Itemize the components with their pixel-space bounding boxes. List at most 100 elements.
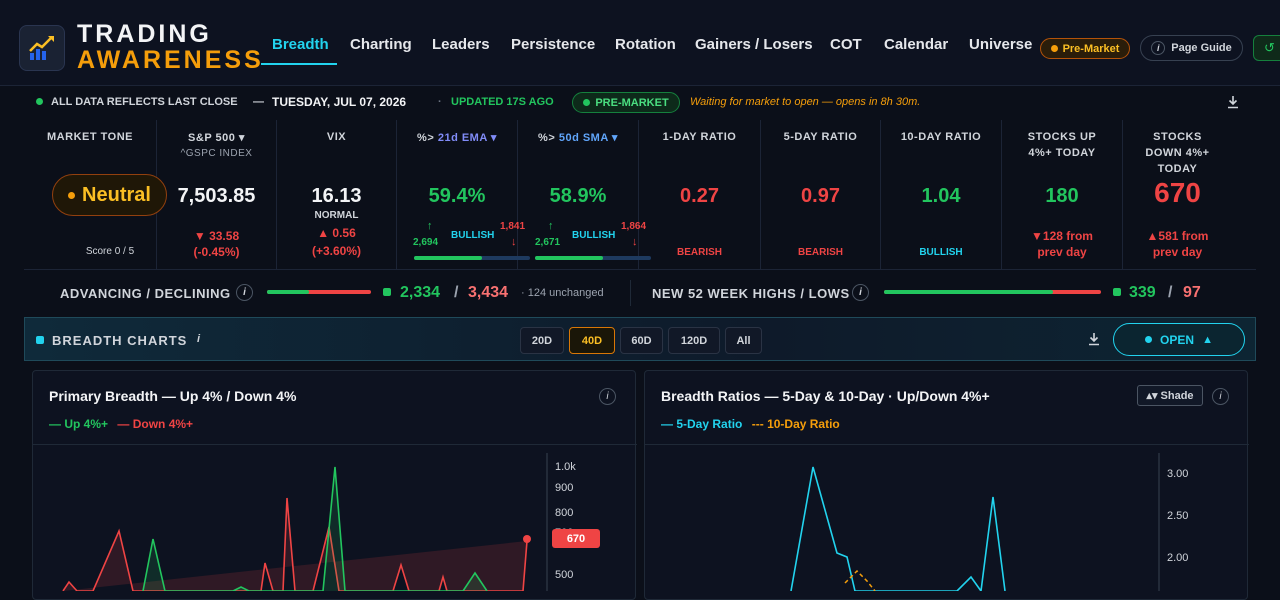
premarket-label: Pre-Market	[1062, 42, 1120, 55]
status-prefix: ALL DATA REFLECTS LAST CLOSE	[51, 96, 238, 108]
nav-universe[interactable]: Universe	[969, 36, 1033, 53]
vix-state: NORMAL	[314, 210, 359, 221]
up4-change: ▼128 from	[1031, 229, 1093, 243]
sma-selector[interactable]: 50d SMA ▾	[558, 132, 618, 144]
breadth-ratios-panel: Breadth Ratios — 5-Day & 10-Day · Up/Dow…	[644, 370, 1249, 600]
status-updated: UPDATED 17S AGO	[451, 96, 554, 108]
adv-square-icon	[383, 288, 391, 296]
open-charts-button[interactable]: OPEN ▲	[1113, 323, 1245, 356]
r1-value: 0.27	[680, 185, 719, 207]
ema-down-count: 1,841	[500, 221, 526, 232]
pill-dot-icon	[583, 99, 591, 106]
ratio-1d-card: 1-DAY RATIO 0.27 BEARISH	[639, 120, 761, 270]
nav-calendar[interactable]: Calendar	[884, 36, 949, 53]
r5-value: 0.97	[801, 185, 840, 207]
sma-header: %> 50d SMA ▾	[538, 132, 618, 144]
lows-value: 97	[1183, 284, 1201, 301]
hl-square-icon	[1113, 288, 1121, 296]
status-bar: ALL DATA REFLECTS LAST CLOSE — TUESDAY, …	[24, 88, 1256, 118]
vix-header: VIX	[326, 131, 347, 143]
nav-leaders[interactable]: Leaders	[432, 36, 490, 53]
ratio-10d-card: 10-DAY RATIO 1.04 BULLISH	[881, 120, 1002, 270]
range-60d[interactable]: 60D	[620, 327, 663, 354]
range-40d[interactable]: 40D	[569, 327, 615, 354]
range-120d[interactable]: 120D	[668, 327, 720, 354]
charts-info-icon[interactable]: i	[197, 333, 201, 345]
premarket-pill: PRE-MARKET	[572, 92, 680, 113]
up4-header1: STOCKS UP	[1027, 131, 1097, 143]
down4-change2: prev day	[1152, 245, 1203, 259]
c2-ytick-1: 2.50	[1167, 510, 1189, 522]
tone-dot-icon	[68, 191, 76, 199]
status-date: TUESDAY, JUL 07, 2026	[272, 95, 407, 109]
nav-breadth[interactable]: Breadth	[272, 36, 329, 53]
nav-cot[interactable]: COT	[830, 36, 862, 53]
logo-icon[interactable]	[19, 25, 65, 71]
premarket-badge: Pre-Market	[1040, 38, 1130, 59]
primary-breadth-panel: Primary Breadth — Up 4% / Down 4% i — Up…	[32, 370, 637, 600]
hl-info-icon[interactable]: i	[852, 284, 869, 301]
tone-value: Neutral	[82, 183, 151, 206]
status-sep: ·	[438, 96, 442, 108]
c2-ytick-0: 3.00	[1167, 468, 1189, 480]
sma-up-count: 2,671	[535, 237, 561, 248]
adv-slash: /	[454, 284, 459, 301]
nav-persistence[interactable]: Persistence	[511, 36, 596, 53]
c2-ytick-2: 2.00	[1167, 552, 1189, 564]
ema-selector[interactable]: 21d EMA ▾	[437, 132, 497, 144]
range-20d[interactable]: 20D	[520, 327, 564, 354]
sma-label: BULLISH	[572, 230, 616, 241]
sma-value: 58.9%	[549, 185, 607, 207]
dec-value: 3,434	[468, 284, 509, 301]
nav-active-underline	[261, 63, 337, 65]
stocks-down-card: STOCKS DOWN 4%+ TODAY 670 ▲581 from prev…	[1123, 120, 1256, 270]
shade-toggle-button[interactable]: ▴▾ Shade	[1137, 385, 1203, 406]
status-dash: —	[253, 96, 264, 108]
ema-bar-fill	[414, 256, 483, 260]
download-icon[interactable]	[1226, 95, 1240, 109]
r10-value: 1.04	[921, 185, 961, 207]
top-bar: TRADING AWARENESS Breadth Charting Leade…	[0, 0, 1280, 86]
nav-charting[interactable]: Charting	[350, 36, 412, 53]
ema-label: BULLISH	[451, 230, 495, 241]
r5-header: 5-DAY RATIO	[783, 131, 858, 143]
chart2-legend: — 5-Day Ratio --- 10-Day Ratio	[661, 417, 840, 431]
adv-info-icon[interactable]: i	[236, 284, 253, 301]
chart1-divider	[33, 444, 637, 445]
r10-tag: BULLISH	[919, 247, 963, 258]
down4-header1: STOCKS	[1153, 131, 1202, 143]
spx-header[interactable]: S&P 500 ▾	[188, 132, 245, 144]
nav-rotation[interactable]: Rotation	[615, 36, 676, 53]
spx-value: 7,503.85	[177, 185, 256, 207]
ema-header: %> 21d EMA ▾	[417, 132, 497, 144]
r10-header: 10-DAY RATIO	[900, 131, 982, 143]
vix-value: 16.13	[311, 185, 362, 207]
refresh-button[interactable]: ↺	[1253, 35, 1280, 61]
ratio-5d-card: 5-DAY RATIO 0.97 BEARISH	[761, 120, 881, 270]
charts-download-icon[interactable]	[1087, 332, 1101, 346]
down4-value: 670	[1154, 177, 1201, 208]
range-all[interactable]: All	[725, 327, 762, 354]
nav-gainers-losers[interactable]: Gainers / Losers	[695, 36, 813, 53]
tone-badge: Neutral	[52, 174, 167, 216]
r1-tag: BEARISH	[676, 247, 722, 258]
page-guide-button[interactable]: i Page Guide	[1140, 35, 1243, 61]
legend-5d-label: 5-Day Ratio	[676, 417, 743, 431]
chart2-info-icon[interactable]: i	[1212, 388, 1229, 405]
open-label: OPEN	[1160, 332, 1195, 347]
spx-sub: ^GSPC INDEX	[180, 148, 253, 159]
breadth-charts-header: BREADTH CHARTS i 20D 40D 60D 120D All OP…	[24, 317, 1256, 361]
chart1-info-icon[interactable]: i	[599, 388, 616, 405]
vix-card: VIX 16.13 NORMAL ▲ 0.56 (+3.60%)	[277, 120, 397, 270]
sma-bar-fill	[535, 256, 604, 260]
hl-bar-fill	[884, 290, 1054, 294]
spx-change: ▼ 33.58	[193, 229, 240, 243]
info-icon: i	[1151, 41, 1166, 55]
vix-pct: (+3.60%)	[311, 244, 362, 258]
ema-bar	[414, 256, 530, 260]
hl-label: NEW 52 WEEK HIGHS / LOWS	[652, 286, 850, 301]
ema-down-arrow-icon: ↓	[511, 236, 517, 248]
legend-10d-swatch: ---	[751, 417, 764, 431]
down4-header3: TODAY	[1157, 163, 1198, 175]
chart2-plot	[790, 453, 1160, 591]
